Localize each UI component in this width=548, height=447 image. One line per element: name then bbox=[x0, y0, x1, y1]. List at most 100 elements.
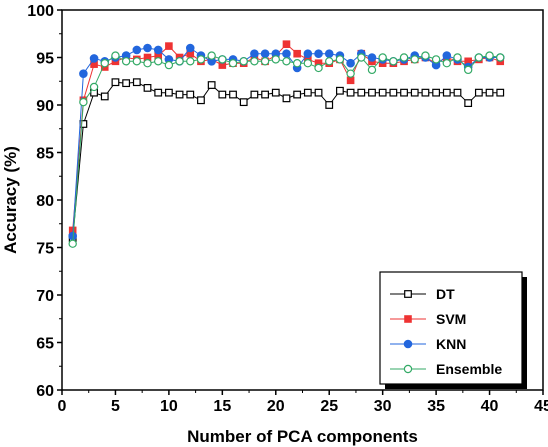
x-tick-label: 35 bbox=[427, 398, 445, 415]
data-point-ensemble bbox=[164, 60, 174, 70]
data-point-dt bbox=[282, 94, 291, 103]
data-point-ensemble bbox=[335, 55, 345, 64]
data-point-knn bbox=[185, 43, 195, 53]
x-axis: 0 5 10 15 20 25 30 35 40 45 bbox=[58, 390, 548, 415]
legend-marker-dt bbox=[404, 290, 412, 298]
data-point-knn bbox=[282, 49, 291, 59]
data-point-dt bbox=[186, 90, 195, 99]
data-point-knn bbox=[143, 43, 152, 53]
x-tick-label: 45 bbox=[534, 398, 548, 415]
legend-label-knn: KNN bbox=[436, 336, 466, 352]
series-knn bbox=[68, 43, 505, 241]
legend-item-dt: DT bbox=[390, 286, 455, 302]
data-point-knn bbox=[153, 45, 163, 55]
data-point-dt bbox=[346, 88, 355, 97]
data-point-dt bbox=[303, 88, 312, 97]
data-point-ensemble bbox=[496, 53, 505, 62]
series-line-svm bbox=[72, 43, 501, 231]
legend: DT SVM KNN Ensemble bbox=[379, 271, 527, 389]
data-point-dt bbox=[122, 79, 131, 88]
y-tick-label: 75 bbox=[36, 241, 54, 258]
legend-label-ensemble: Ensemble bbox=[436, 361, 502, 377]
data-point-knn bbox=[442, 51, 452, 60]
legend-label-dt: DT bbox=[436, 286, 455, 302]
data-point-dt bbox=[239, 98, 248, 107]
series-line-dt bbox=[72, 81, 501, 239]
data-point-knn bbox=[250, 49, 259, 59]
data-point-dt bbox=[314, 88, 323, 97]
data-point-ensemble bbox=[325, 57, 334, 66]
data-point-dt bbox=[175, 90, 184, 99]
x-tick-label: 20 bbox=[267, 398, 285, 415]
data-point-ensemble bbox=[111, 51, 120, 60]
y-tick-label: 85 bbox=[36, 146, 54, 163]
data-point-ensemble bbox=[89, 82, 99, 92]
data-point-ensemble bbox=[250, 57, 259, 66]
data-point-svm bbox=[165, 42, 173, 50]
data-point-dt bbox=[474, 88, 483, 97]
data-point-knn bbox=[346, 58, 355, 68]
y-tick-label: 65 bbox=[36, 336, 54, 353]
data-point-ensemble bbox=[175, 57, 184, 66]
data-point-dt bbox=[218, 90, 227, 99]
series-line-knn bbox=[72, 47, 501, 237]
data-point-dt bbox=[325, 101, 334, 109]
data-point-ensemble bbox=[357, 53, 366, 62]
data-point-ensemble bbox=[346, 69, 355, 78]
data-point-dt bbox=[293, 90, 302, 99]
legend-marker-knn bbox=[403, 339, 413, 349]
data-point-dt bbox=[111, 78, 120, 87]
data-point-ensemble bbox=[474, 53, 484, 62]
data-point-ensemble bbox=[207, 51, 216, 60]
data-point-knn bbox=[260, 49, 270, 59]
data-point-dt bbox=[250, 90, 259, 99]
y-tick-label: 95 bbox=[36, 51, 54, 68]
data-point-dt bbox=[271, 88, 280, 97]
data-point-dt bbox=[368, 88, 376, 97]
data-point-knn bbox=[367, 53, 377, 62]
legend-label-svm: SVM bbox=[436, 311, 466, 327]
data-point-dt bbox=[485, 88, 494, 97]
legend-item-ensemble: Ensemble bbox=[390, 361, 502, 377]
data-point-knn bbox=[303, 49, 313, 59]
data-point-dt bbox=[132, 78, 141, 87]
data-point-ensemble bbox=[399, 53, 409, 62]
data-point-dt bbox=[143, 83, 152, 92]
data-point-ensemble bbox=[271, 55, 280, 64]
legend-item-svm: SVM bbox=[390, 311, 466, 327]
data-point-ensemble bbox=[121, 57, 131, 66]
data-point-ensemble bbox=[485, 51, 494, 60]
y-tick-label: 60 bbox=[36, 383, 54, 400]
data-point-svm bbox=[346, 76, 355, 85]
data-point-ensemble bbox=[410, 55, 419, 64]
data-point-dt bbox=[164, 88, 173, 97]
data-point-ensemble bbox=[196, 55, 206, 64]
data-point-dt bbox=[100, 92, 109, 101]
data-point-ensemble bbox=[228, 59, 238, 68]
x-tick-label: 25 bbox=[320, 398, 338, 415]
data-point-ensemble bbox=[100, 59, 109, 68]
data-point-ensemble bbox=[260, 57, 270, 66]
data-point-ensemble bbox=[463, 65, 473, 75]
x-tick-label: 5 bbox=[111, 398, 120, 415]
legend-item-knn: KNN bbox=[390, 336, 466, 352]
data-point-ensemble bbox=[79, 97, 88, 107]
y-axis: 60 65 70 75 80 85 90 95 100 bbox=[27, 3, 62, 400]
data-point-ensemble bbox=[68, 239, 77, 248]
data-point-knn bbox=[79, 69, 88, 78]
y-tick-label: 70 bbox=[36, 288, 54, 305]
data-point-ensemble bbox=[239, 57, 248, 66]
data-point-ensemble bbox=[314, 63, 323, 73]
data-point-dt bbox=[421, 88, 430, 97]
data-point-ensemble bbox=[143, 59, 152, 68]
legend-box bbox=[379, 271, 523, 385]
y-tick-label: 80 bbox=[36, 193, 54, 210]
data-point-knn bbox=[89, 54, 99, 63]
data-point-ensemble bbox=[186, 57, 195, 66]
data-point-dt bbox=[229, 90, 237, 99]
data-point-knn bbox=[314, 49, 323, 59]
data-point-ensemble bbox=[421, 51, 430, 60]
y-tick-label: 100 bbox=[27, 3, 54, 20]
data-point-knn bbox=[324, 49, 334, 59]
